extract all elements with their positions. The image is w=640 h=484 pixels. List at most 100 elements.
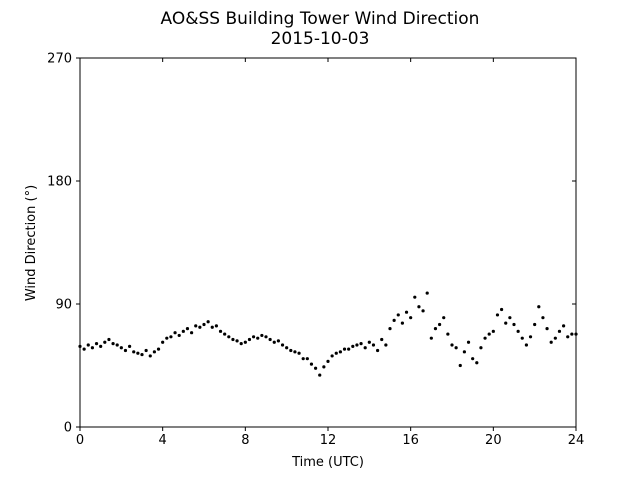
data-point (367, 340, 371, 344)
data-point (305, 357, 309, 361)
data-point (396, 313, 400, 317)
y-tick-label: 0 (64, 421, 72, 436)
data-point (553, 336, 557, 340)
data-point (289, 348, 293, 353)
data-point (177, 333, 181, 338)
data-point (392, 318, 396, 322)
data-point (326, 359, 330, 363)
data-point (425, 291, 429, 295)
data-point (334, 351, 338, 355)
data-point (94, 342, 99, 346)
data-point (545, 327, 549, 331)
data-point (388, 327, 392, 331)
y-tick-label: 270 (47, 52, 72, 67)
data-point (413, 295, 417, 299)
data-point (351, 344, 355, 348)
data-point (206, 320, 210, 324)
data-point (297, 351, 301, 355)
data-point (152, 350, 156, 354)
data-point (446, 332, 450, 336)
data-point (409, 316, 413, 320)
data-point (123, 348, 128, 353)
data-point (252, 335, 256, 339)
data-point (280, 343, 285, 347)
data-point (198, 325, 202, 329)
data-point (495, 313, 500, 317)
data-point (483, 336, 487, 340)
data-point (260, 333, 264, 338)
data-point (78, 344, 82, 348)
data-point (119, 346, 123, 350)
data-point (218, 329, 223, 333)
data-point (314, 366, 318, 370)
data-point (533, 322, 537, 327)
data-point (450, 343, 454, 347)
data-point (103, 340, 107, 344)
data-point (330, 354, 334, 358)
data-point (210, 325, 214, 329)
data-point (380, 337, 384, 342)
data-point (301, 357, 305, 361)
data-point (371, 343, 376, 347)
chart-subtitle: 2015-10-03 (271, 29, 370, 49)
data-point (318, 373, 322, 377)
data-point (487, 332, 491, 336)
data-point (454, 346, 458, 350)
x-tick-label: 8 (241, 433, 249, 448)
data-point (128, 344, 132, 348)
data-point (90, 346, 94, 350)
data-point (404, 310, 409, 314)
data-point (276, 339, 280, 343)
data-point (156, 347, 161, 351)
data-point (524, 343, 529, 347)
data-point (421, 309, 425, 313)
data-point (338, 350, 342, 354)
data-point (227, 335, 231, 339)
data-point (190, 331, 194, 335)
y-tick-label: 90 (55, 298, 72, 313)
data-point (235, 339, 239, 343)
data-point (165, 336, 169, 340)
data-point (140, 352, 144, 357)
data-point (417, 305, 421, 309)
data-point (537, 305, 541, 309)
data-point (169, 335, 173, 339)
data-point (549, 340, 553, 344)
x-tick-label: 0 (76, 433, 84, 448)
data-point (384, 343, 388, 347)
data-point (82, 347, 86, 351)
data-point (285, 346, 289, 350)
data-point (438, 322, 442, 327)
data-point (479, 346, 483, 350)
data-point (359, 342, 363, 346)
data-point (223, 332, 227, 336)
data-point (161, 340, 165, 344)
data-point (376, 348, 380, 353)
data-point (462, 350, 466, 354)
data-point (243, 340, 247, 344)
data-point (471, 357, 475, 361)
x-tick-label: 12 (320, 433, 337, 448)
x-tick-label: 24 (568, 433, 585, 448)
data-point (355, 343, 359, 347)
x-tick-label: 20 (485, 433, 502, 448)
data-point (520, 336, 524, 340)
data-point (144, 348, 148, 353)
data-point (562, 324, 566, 328)
data-point (111, 342, 115, 346)
data-point (442, 316, 446, 320)
data-point (136, 351, 140, 355)
data-point (239, 342, 243, 346)
data-point (268, 337, 272, 342)
x-tick-label: 16 (402, 433, 419, 448)
data-point (322, 365, 326, 369)
data-point (107, 337, 111, 342)
data-point (475, 361, 479, 365)
data-point (566, 335, 570, 339)
data-point (194, 324, 198, 328)
data-point (309, 362, 314, 366)
data-point (512, 322, 516, 327)
data-point (132, 350, 136, 354)
data-point (214, 324, 218, 328)
